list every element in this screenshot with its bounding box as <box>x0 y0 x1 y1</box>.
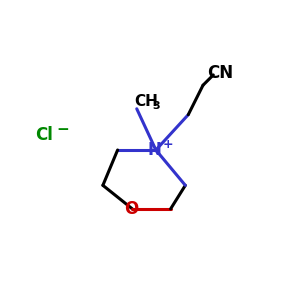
Text: −: − <box>57 122 70 137</box>
Text: Cl: Cl <box>35 126 53 144</box>
Text: 3: 3 <box>152 101 160 111</box>
Text: N: N <box>148 141 161 159</box>
Text: CN: CN <box>208 64 234 82</box>
Text: CH: CH <box>134 94 158 109</box>
Text: +: + <box>162 138 173 151</box>
Text: O: O <box>124 200 138 218</box>
